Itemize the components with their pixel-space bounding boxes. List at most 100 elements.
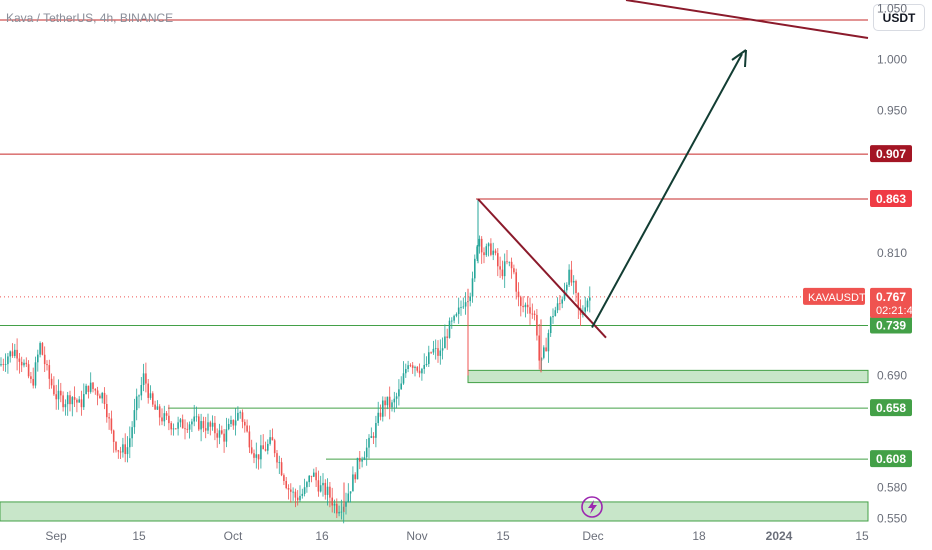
candle-body (269, 437, 271, 444)
candle-body (138, 395, 140, 397)
candle-body (142, 373, 145, 386)
candle-body (471, 278, 474, 297)
arrow-head (731, 49, 747, 68)
candle-body (476, 246, 478, 259)
candle-body (23, 362, 25, 366)
candle-body (260, 445, 262, 460)
candle-body (416, 366, 419, 371)
candle-body (181, 419, 184, 429)
candle-body (264, 449, 267, 451)
candle-body (207, 422, 209, 431)
candle-body (25, 362, 28, 365)
candle-body (227, 423, 230, 430)
candle-body (559, 303, 561, 305)
candle-body (363, 457, 366, 460)
candle-body (460, 307, 462, 308)
countdown-label: 02:21:40 (876, 305, 919, 317)
candle-body (549, 317, 552, 334)
candle-body (110, 418, 113, 431)
candle-body (545, 347, 547, 352)
candle-body (487, 243, 490, 247)
candle-body (543, 347, 545, 358)
current-price-tag: 0.767 (876, 290, 906, 304)
x-tick-label: 16 (315, 529, 329, 543)
candle-body (94, 388, 97, 391)
candle-body (140, 385, 143, 396)
candle-body (547, 333, 550, 352)
candle-body (361, 459, 363, 462)
flash-icon[interactable] (581, 496, 603, 518)
candle-body (566, 284, 568, 291)
candle-body (529, 307, 531, 314)
candle-body (188, 424, 191, 430)
candle-body (168, 415, 170, 424)
candle-body (568, 269, 570, 285)
candle-body (89, 382, 92, 392)
candle-body (43, 354, 46, 365)
candle-body (462, 306, 465, 308)
candle-body (586, 300, 589, 308)
candle-body (69, 395, 71, 405)
candle-body (117, 450, 120, 452)
candle-body (57, 390, 60, 400)
candle-body (9, 351, 11, 357)
candle-body (161, 417, 163, 422)
candle-body (370, 436, 373, 438)
candle-body (554, 310, 557, 316)
candle-body (92, 382, 94, 389)
candle-body (216, 433, 218, 438)
candle-body (225, 429, 228, 442)
currency-button[interactable]: USDT (873, 4, 925, 31)
candle-body (405, 369, 407, 374)
candle-body (510, 261, 513, 269)
candle-body (280, 462, 283, 476)
candle-body (202, 421, 205, 429)
candle-body (563, 290, 566, 300)
candle-body (469, 296, 471, 302)
candle-body (340, 511, 343, 513)
candle-body (402, 373, 405, 384)
candle-body (388, 396, 391, 408)
candle-body (184, 428, 186, 430)
y-tick-label: 0.690 (877, 368, 907, 382)
candle-body (71, 397, 74, 405)
y-tick-label: 1.050 (877, 1, 907, 15)
candle-body (326, 486, 329, 495)
y-tick-label: 1.000 (877, 52, 907, 66)
price-tags: 1.0760.9070.8630.7390.6580.6080.76702:21… (803, 145, 919, 468)
candle-body (338, 511, 340, 514)
candle-body (584, 307, 586, 312)
candle-body (124, 444, 126, 455)
candle-body (96, 390, 99, 396)
candle-body (434, 348, 437, 349)
candle-body (232, 419, 235, 426)
support-tag: 0.658 (876, 401, 906, 415)
breakout-arrow (591, 53, 743, 329)
candle-body (175, 428, 177, 430)
candle-body (147, 383, 149, 398)
candle-body (386, 396, 389, 406)
candle-body (271, 437, 274, 441)
y-tick-label: 0.950 (877, 103, 907, 117)
candle-body (32, 378, 34, 386)
candle-body (561, 299, 563, 304)
candle-body (106, 403, 108, 418)
candle-body (368, 437, 370, 448)
candle-body (55, 394, 57, 400)
candle-body (382, 400, 384, 417)
candle-body (253, 453, 255, 458)
candle-body (18, 358, 21, 362)
candle-body (278, 462, 281, 464)
candle-body (296, 497, 299, 501)
candle-body (200, 421, 202, 430)
candle-body (494, 250, 497, 254)
candle-body (480, 238, 483, 253)
symbol-tag: KAVAUSDT (808, 292, 866, 304)
x-tick-label: Dec (582, 529, 603, 543)
candle-body (501, 269, 504, 277)
x-tick-label: Nov (406, 529, 427, 543)
candle-body (244, 421, 246, 426)
candle-body (379, 412, 382, 417)
candle-body (407, 365, 409, 370)
candle-body (428, 352, 430, 364)
